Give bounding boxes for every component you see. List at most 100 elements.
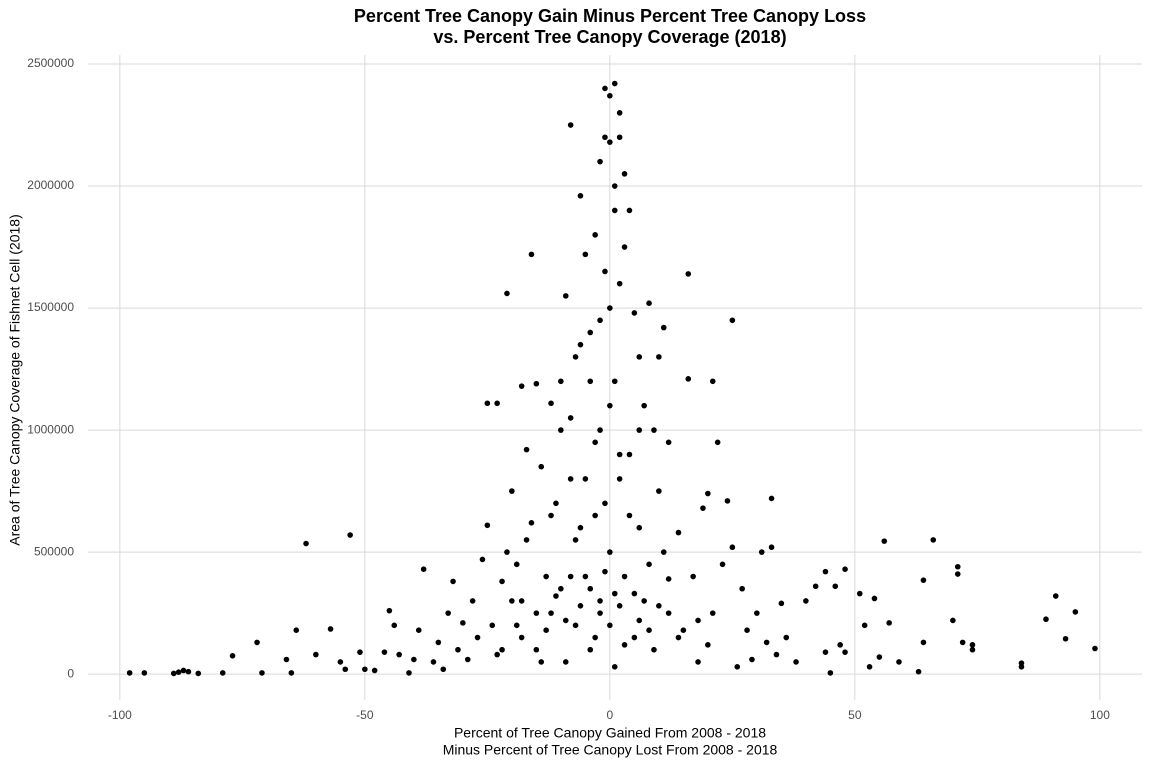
- point: [577, 524, 584, 531]
- point: [768, 544, 775, 551]
- point: [597, 598, 603, 604]
- point: [896, 659, 902, 665]
- point: [440, 666, 447, 673]
- point: [548, 400, 554, 407]
- point: [327, 626, 334, 632]
- point: [920, 639, 927, 646]
- point: [607, 139, 613, 145]
- x-tick-label: 0: [607, 708, 614, 722]
- point: [455, 646, 461, 653]
- point: [680, 627, 687, 634]
- point: [636, 617, 643, 624]
- point: [1062, 635, 1069, 642]
- y-tick-label: 1500000: [27, 300, 74, 314]
- point: [881, 538, 888, 544]
- point: [1092, 645, 1098, 652]
- point: [690, 573, 696, 580]
- point: [842, 566, 848, 572]
- point: [504, 290, 510, 297]
- chart-title: Percent Tree Canopy Gain Minus Percent T…: [354, 6, 866, 26]
- point: [577, 193, 584, 199]
- point: [342, 666, 349, 673]
- point: [611, 664, 618, 670]
- point: [597, 427, 603, 433]
- point: [729, 544, 736, 551]
- x-tick-label: 50: [848, 708, 862, 722]
- point: [611, 183, 618, 189]
- point: [357, 649, 363, 655]
- point: [646, 300, 652, 306]
- y-tick-label: 2000000: [27, 178, 74, 192]
- point: [592, 439, 598, 446]
- point: [749, 656, 755, 663]
- point: [460, 620, 466, 626]
- point: [582, 251, 589, 258]
- point: [509, 488, 515, 494]
- point: [607, 305, 613, 311]
- point: [170, 670, 177, 677]
- point: [700, 505, 706, 511]
- point: [141, 670, 148, 676]
- point: [616, 476, 623, 482]
- point: [915, 668, 922, 675]
- point: [607, 549, 613, 555]
- point: [705, 642, 711, 648]
- point: [607, 92, 613, 99]
- point: [959, 639, 966, 646]
- point: [450, 578, 456, 585]
- x-axis-label: Minus Percent of Tree Canopy Lost From 2…: [443, 742, 778, 758]
- point: [783, 634, 790, 641]
- x-axis-label: Percent of Tree Canopy Gained From 2008 …: [454, 725, 766, 741]
- point: [621, 244, 628, 250]
- point: [229, 653, 236, 659]
- point: [724, 498, 731, 504]
- point: [1018, 664, 1025, 670]
- point: [1043, 616, 1049, 623]
- point: [969, 642, 976, 648]
- point: [646, 561, 652, 568]
- point: [812, 583, 819, 590]
- point: [656, 354, 662, 360]
- point: [631, 310, 638, 316]
- point: [597, 317, 603, 324]
- point: [621, 642, 628, 648]
- point: [435, 639, 442, 646]
- point: [553, 593, 559, 599]
- point: [396, 651, 402, 658]
- point: [406, 670, 412, 676]
- point: [705, 490, 711, 497]
- point: [567, 415, 574, 421]
- point: [856, 590, 863, 597]
- point: [592, 634, 598, 641]
- x-tick-label: 100: [1090, 708, 1110, 722]
- point: [303, 540, 309, 547]
- point: [479, 556, 486, 563]
- point: [313, 651, 319, 658]
- point: [484, 400, 491, 407]
- point: [558, 427, 564, 433]
- point: [587, 646, 594, 653]
- point: [631, 634, 638, 641]
- point: [538, 659, 545, 665]
- point: [665, 610, 672, 616]
- point: [758, 549, 765, 555]
- point: [362, 666, 368, 673]
- point: [950, 617, 956, 624]
- point: [1072, 609, 1079, 615]
- y-tick-label: 2500000: [27, 56, 74, 70]
- point: [602, 568, 608, 575]
- point: [572, 622, 579, 629]
- point: [259, 670, 265, 676]
- point: [587, 329, 594, 336]
- point: [636, 524, 643, 531]
- point: [288, 670, 295, 676]
- point: [509, 598, 515, 604]
- point: [611, 207, 618, 214]
- point: [616, 134, 623, 141]
- point: [494, 400, 500, 407]
- point: [734, 664, 741, 670]
- point: [558, 585, 564, 592]
- point: [499, 646, 505, 653]
- point: [636, 354, 643, 360]
